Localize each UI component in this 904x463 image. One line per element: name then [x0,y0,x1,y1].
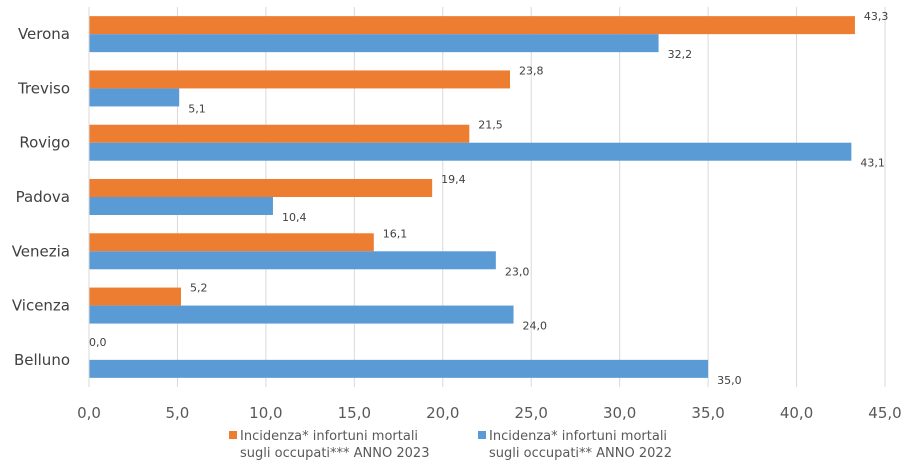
gridlines [176,7,886,387]
data-label: 43,3 [864,10,889,23]
bar [89,16,855,35]
category-label: Belluno [14,351,70,369]
bar [89,287,181,306]
bar [89,197,273,215]
category-label: Verona [18,25,70,43]
category-label: Vicenza [12,297,70,315]
data-label: 5,2 [190,282,208,295]
data-label: 24,0 [523,320,548,333]
x-tick-label: 40,0 [780,404,813,422]
data-label: 23,0 [505,265,530,278]
data-label: 16,1 [383,227,408,240]
bar [89,251,496,270]
data-label: 0,0 [89,336,107,349]
category-label: Rovigo [19,134,70,152]
category-label: Treviso [17,79,70,97]
bar [89,88,180,107]
x-tick-label: 25,0 [515,404,548,422]
bars: 43,3 32,2 23,8 5,1 21,5 43,1 19,4 10,4 16,1 23,0 5… [89,10,888,387]
bar [89,305,514,324]
legend-swatch [478,431,486,439]
data-label: 19,4 [441,173,466,186]
bar [89,70,510,89]
data-label: 35,0 [717,374,742,387]
data-label: 43,1 [860,157,885,170]
bar [89,359,709,378]
bar [89,124,470,143]
x-tick-label: 30,0 [603,404,636,422]
legend-label: sugli occupati*** ANNO 2023 [240,446,429,461]
legend: Incidenza* infortuni mortali sugli occupa… [229,429,672,461]
bar [89,179,433,197]
x-tick-label: 10,0 [249,404,282,422]
legend-swatch [229,431,237,439]
data-label: 10,4 [282,211,307,224]
category-label: Venezia [12,242,70,260]
x-tick-label: 0,0 [77,404,101,422]
legend-label: Incidenza* infortuni mortali [489,429,667,444]
data-label: 32,2 [668,48,693,61]
category-label: Padova [16,188,70,206]
data-label: 21,5 [478,119,503,132]
x-tick-label: 35,0 [691,404,724,422]
x-tick-label: 45,0 [868,404,901,422]
x-tick-label: 5,0 [166,404,190,422]
bar [89,34,659,53]
legend-label: sugli occupati** ANNO 2022 [489,446,672,461]
category-axis: Verona Treviso Rovigo Padova Venezia Vicenza B… [12,7,90,387]
bar [89,233,374,252]
value-axis: 0,0 5,0 10,0 15,0 20,0 25,0 30,0 35,0 40,0 45,0 [77,404,902,422]
data-label: 23,8 [519,64,544,77]
legend-label: Incidenza* infortuni mortali [240,429,418,444]
x-tick-label: 15,0 [338,404,371,422]
x-tick-label: 20,0 [426,404,459,422]
bar [89,142,852,161]
data-label: 5,1 [188,102,206,115]
